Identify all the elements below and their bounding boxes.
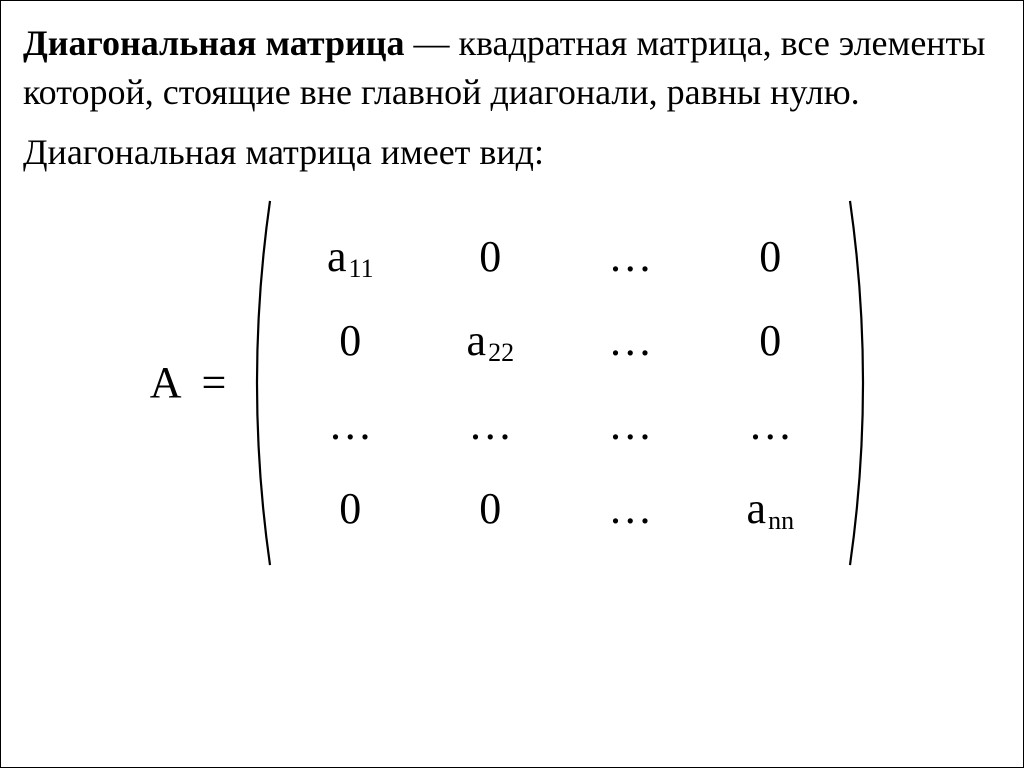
definition-paragraph: Диагональная матрица — квадратная матриц… [23, 19, 1001, 116]
equals-sign: = [195, 357, 232, 408]
matrix-equation: A = a110…00a22…0…………00…ann [23, 197, 1001, 569]
cell-base: 0 [759, 315, 781, 366]
cell-base: 0 [339, 483, 361, 534]
matrix-cell: … [700, 383, 840, 467]
cell-subscript: nn [768, 506, 794, 536]
cell-base: … [328, 399, 372, 450]
matrix-cell: 0 [420, 467, 560, 551]
matrix-row: … … … … [280, 383, 840, 467]
matrix-cell: … [560, 215, 700, 299]
cell-base: 0 [339, 315, 361, 366]
matrix-cell: 0 [280, 467, 420, 551]
matrix-body: a110…00a22…0…………00…ann [274, 197, 846, 569]
cell-base: 0 [479, 231, 501, 282]
cell-subscript: 22 [488, 338, 514, 368]
matrix-row: 0 0 … ann [280, 467, 840, 551]
cell-base: … [608, 315, 652, 366]
matrix-row: a11 0 … 0 [280, 215, 840, 299]
right-paren-icon [846, 197, 880, 569]
cell-base: a [327, 231, 347, 282]
matrix-cell: … [560, 383, 700, 467]
cell-base: … [608, 231, 652, 282]
matrix-cell: … [560, 299, 700, 383]
cell-base: … [748, 399, 792, 450]
cell-base: … [468, 399, 512, 450]
term: Диагональная матрица [23, 23, 404, 63]
form-intro: Диагональная матрица имеет вид: [23, 128, 1001, 177]
matrix-cell: a11 [280, 215, 420, 299]
matrix-cell: 0 [280, 299, 420, 383]
matrix-cell: … [560, 467, 700, 551]
matrix-cell: 0 [700, 215, 840, 299]
lhs-variable: A [144, 357, 188, 408]
matrix-cell: a22 [420, 299, 560, 383]
cell-base: a [467, 315, 487, 366]
matrix-cell: 0 [420, 215, 560, 299]
dash: — [404, 23, 458, 63]
left-paren-icon [240, 197, 274, 569]
page-container: Диагональная матрица — квадратная матриц… [0, 0, 1024, 768]
matrix-row: 0 a22 … 0 [280, 299, 840, 383]
matrix-cell: 0 [700, 299, 840, 383]
matrix-cell: ann [700, 467, 840, 551]
cell-base: … [608, 483, 652, 534]
cell-base: … [608, 399, 652, 450]
matrix-cell: … [420, 383, 560, 467]
cell-base: 0 [759, 231, 781, 282]
matrix-cell: … [280, 383, 420, 467]
cell-base: 0 [479, 483, 501, 534]
cell-subscript: 11 [349, 254, 374, 284]
cell-base: a [747, 483, 767, 534]
